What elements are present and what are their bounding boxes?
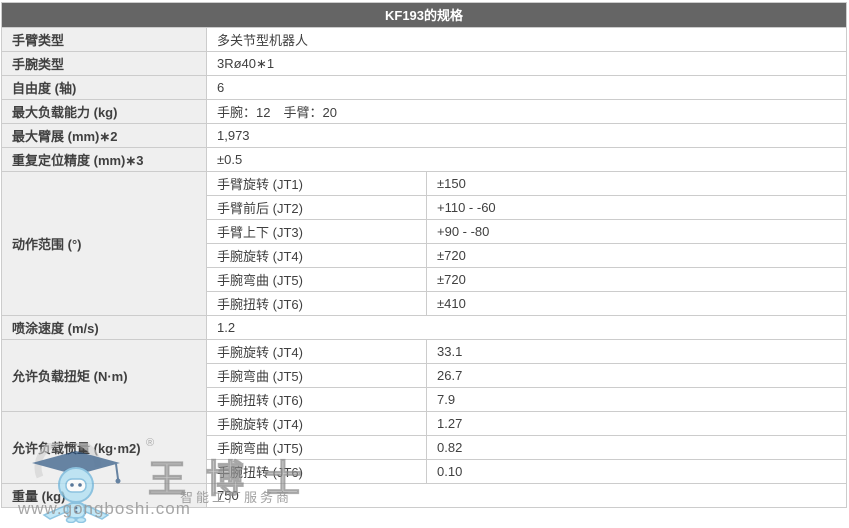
spec-value: ±150 — [426, 171, 847, 196]
spec-sub-label: 手腕旋转 (JT4) — [206, 339, 427, 364]
spec-label: 喷涂速度 (m/s) — [1, 315, 207, 340]
spec-value: 750 — [206, 483, 847, 508]
spec-label: 手腕类型 — [1, 51, 207, 76]
spec-sub-label: 手腕旋转 (JT4) — [206, 243, 427, 268]
spec-sub-label: 手臂旋转 (JT1) — [206, 171, 427, 196]
spec-label: 最大负载能力 (kg) — [1, 99, 207, 124]
spec-value: 1.2 — [206, 315, 847, 340]
spec-row: 手腕旋转 (JT4) ±720 — [2, 243, 847, 268]
spec-value: 1.27 — [426, 411, 847, 436]
spec-sub-label: 手臂上下 (JT3) — [206, 219, 427, 244]
spec-value: +110 - -60 — [426, 195, 847, 220]
spec-label: 重复定位精度 (mm)∗3 — [1, 147, 207, 172]
spec-row: 自由度 (轴) 6 — [1, 75, 847, 100]
spec-row: 手腕弯曲 (JT5) ±720 — [2, 267, 847, 292]
spec-sub-label: 手臂前后 (JT2) — [206, 195, 427, 220]
spec-row: 手臂前后 (JT2) +110 - -60 — [2, 195, 847, 220]
table-header-row: KF193的规格 — [1, 2, 847, 28]
spec-value: 0.10 — [426, 459, 847, 484]
spec-label: 重量 (kg) — [1, 483, 207, 508]
spec-row: 重量 (kg) 750 — [1, 483, 847, 508]
spec-sub-label: 手腕扭转 (JT6) — [206, 387, 427, 412]
spec-label-load-torque: 允许负载扭矩 (N·m) — [1, 339, 207, 412]
spec-row: 最大臂展 (mm)∗2 1,973 — [1, 123, 847, 148]
spec-label: 手臂类型 — [1, 27, 207, 52]
spec-row: 最大负载能力 (kg) 手腕：12 手臂：20 — [1, 99, 847, 124]
spec-value: 7.9 — [426, 387, 847, 412]
spec-row: 手腕扭转 (JT6) 7.9 — [2, 387, 847, 412]
spec-row: 允许负载扭矩 (N·m) 手腕旋转 (JT4) 33.1 — [1, 339, 847, 412]
spec-sub-label: 手腕扭转 (JT6) — [206, 291, 427, 316]
spec-label-motion-range: 动作范围 (°) — [1, 171, 207, 316]
spec-row: 手腕类型 3Rø40∗1 — [1, 51, 847, 76]
spec-value: 1,973 — [206, 123, 847, 148]
spec-value: ±720 — [426, 267, 847, 292]
spec-row: 手臂类型 多关节型机器人 — [1, 27, 847, 52]
spec-value: 多关节型机器人 — [206, 27, 847, 52]
spec-sub-label: 手腕旋转 (JT4) — [206, 411, 427, 436]
spec-value: 26.7 — [426, 363, 847, 388]
spec-row: 允许负载惯量 (kg·m2) 手腕旋转 (JT4) 1.27 — [1, 411, 847, 484]
spec-sub-label: 手腕弯曲 (JT5) — [206, 267, 427, 292]
table-title: KF193的规格 — [1, 2, 847, 28]
spec-row: 手腕扭转 (JT6) ±410 — [2, 291, 847, 316]
spec-label-load-inertia: 允许负载惯量 (kg·m2) — [1, 411, 207, 484]
spec-value: 0.82 — [426, 435, 847, 460]
spec-row: 动作范围 (°) 手臂旋转 (JT1) ±150 — [1, 171, 847, 316]
spec-row: 喷涂速度 (m/s) 1.2 — [1, 315, 847, 340]
spec-sub-label: 手腕扭转 (JT6) — [206, 459, 427, 484]
spec-row: 重复定位精度 (mm)∗3 ±0.5 — [1, 147, 847, 172]
spec-label: 自由度 (轴) — [1, 75, 207, 100]
spec-value: ±720 — [426, 243, 847, 268]
spec-value: 6 — [206, 75, 847, 100]
spec-value: +90 - -80 — [426, 219, 847, 244]
spec-row: 手腕弯曲 (JT5) 0.82 — [2, 435, 847, 460]
spec-value: ±0.5 — [206, 147, 847, 172]
spec-value: 3Rø40∗1 — [206, 51, 847, 76]
spec-sub-label: 手腕弯曲 (JT5) — [206, 435, 427, 460]
spec-value: 33.1 — [426, 339, 847, 364]
spec-value: 手腕：12 手臂：20 — [206, 99, 847, 124]
spec-value: ±410 — [426, 291, 847, 316]
spec-sub-label: 手腕弯曲 (JT5) — [206, 363, 427, 388]
spec-label: 最大臂展 (mm)∗2 — [1, 123, 207, 148]
spec-table: KF193的规格 手臂类型 多关节型机器人 手腕类型 3Rø40∗1 自由度 (… — [1, 2, 847, 508]
